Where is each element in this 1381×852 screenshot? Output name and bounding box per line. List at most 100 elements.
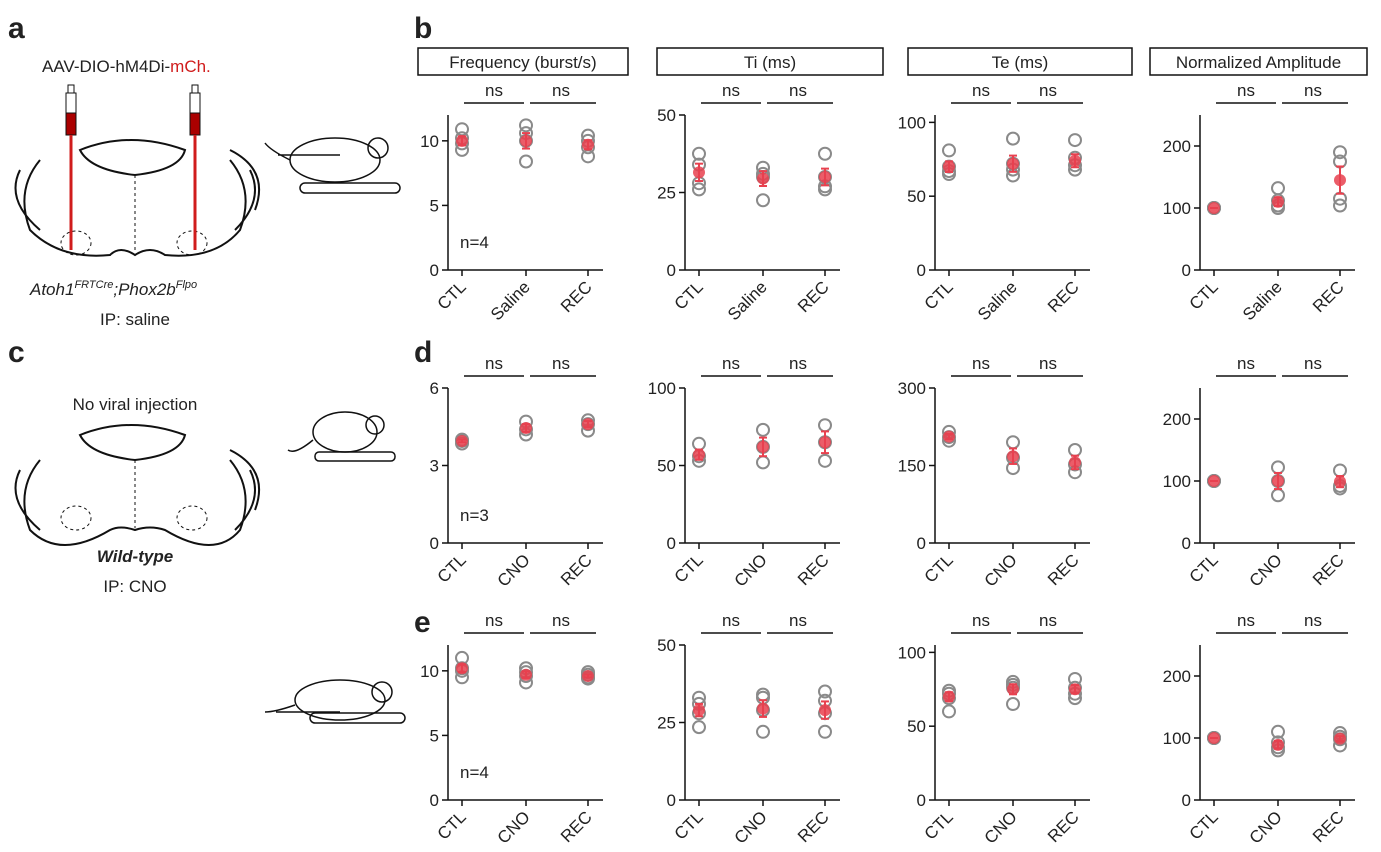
n-label: n=3 (460, 506, 489, 525)
y-tick-label: 5 (430, 196, 439, 215)
y-tick-label: 200 (1163, 137, 1191, 156)
x-tick-label: CTL (434, 550, 470, 586)
data-point (1272, 489, 1284, 501)
mean-point (582, 139, 594, 151)
mean-point (456, 435, 468, 447)
mean-point (693, 704, 705, 716)
y-tick-label: 6 (430, 379, 439, 398)
data-point (693, 721, 705, 733)
page: {"figure": { "panel_labels": ["a", "b", … (0, 0, 1381, 852)
data-point (1069, 444, 1081, 456)
mean-point (1272, 475, 1284, 487)
x-tick-label: Saline (487, 277, 534, 324)
panel-label: d (414, 336, 432, 369)
y-tick-label: 150 (898, 457, 926, 476)
significance-label: ns (485, 611, 503, 630)
y-tick-label: 0 (430, 534, 439, 553)
data-point (819, 148, 831, 160)
mean-point (582, 670, 594, 682)
x-tick-label: REC (1044, 550, 1083, 589)
significance-label: ns (1039, 81, 1057, 100)
y-tick-label: 0 (430, 261, 439, 280)
ip-label: IP: CNO (103, 577, 166, 596)
x-tick-label: CNO (494, 550, 534, 590)
x-tick-label: CTL (1186, 807, 1222, 843)
significance-label: ns (485, 354, 503, 373)
mean-point (1069, 155, 1081, 167)
data-point (1007, 436, 1019, 448)
data-point (1069, 134, 1081, 146)
virus-label: AAV-DIO-hM4Di-mCh. (42, 57, 211, 76)
significance-label: ns (552, 81, 570, 100)
y-tick-label: 0 (667, 534, 676, 553)
significance-label: ns (1304, 354, 1322, 373)
y-tick-label: 50 (657, 636, 676, 655)
x-tick-label: CTL (671, 277, 707, 313)
x-tick-label: CNO (731, 807, 771, 847)
y-tick-label: 200 (1163, 667, 1191, 686)
data-point (1007, 698, 1019, 710)
data-point (757, 424, 769, 436)
virus: AAV-DIO-hM4Di- (42, 57, 170, 76)
mean-point (1007, 450, 1019, 462)
mean-point (520, 422, 532, 434)
x-tick-label: CNO (981, 550, 1021, 590)
y-tick-label: 0 (1182, 261, 1191, 280)
ip-label: IP: saline (100, 310, 170, 329)
mean-point (1069, 456, 1081, 468)
mean-point (456, 135, 468, 147)
data-point (819, 419, 831, 431)
mean-point (582, 418, 594, 430)
x-tick-label: CTL (671, 550, 707, 586)
x-tick-label: REC (1044, 277, 1083, 316)
genotype: Atoh1FRTCre;Phox2bFlpo (29, 279, 197, 299)
data-point (819, 726, 831, 738)
significance-label: ns (722, 611, 740, 630)
y-tick-label: 10 (420, 132, 439, 151)
mean-point (520, 135, 532, 147)
y-tick-label: 0 (917, 534, 926, 553)
chart-title: Te (ms) (992, 53, 1049, 72)
x-tick-label: CTL (1186, 277, 1222, 313)
y-tick-label: 50 (657, 457, 676, 476)
data-point (693, 438, 705, 450)
x-tick-label: CTL (434, 277, 470, 313)
chart-title: Ti (ms) (744, 53, 796, 72)
x-tick-label: CTL (921, 807, 957, 843)
x-tick-label: CNO (731, 550, 771, 590)
x-tick-label: REC (1309, 277, 1348, 316)
data-point (757, 726, 769, 738)
x-tick-label: REC (557, 550, 596, 589)
mean-point (943, 691, 955, 703)
y-tick-label: 0 (667, 791, 676, 810)
y-tick-label: 50 (907, 187, 926, 206)
mean-point (1208, 732, 1220, 744)
y-tick-label: 10 (420, 662, 439, 681)
significance-label: ns (1237, 354, 1255, 373)
reporter: mCh. (170, 57, 211, 76)
significance-label: ns (789, 354, 807, 373)
panel-label: c (8, 336, 25, 369)
x-tick-label: CTL (1186, 550, 1222, 586)
data-point (819, 455, 831, 467)
x-tick-label: CNO (1246, 550, 1286, 590)
mean-point (757, 441, 769, 453)
y-tick-label: 200 (1163, 410, 1191, 429)
n-label: n=4 (460, 763, 489, 782)
mouse-icon (288, 412, 395, 461)
gene: Atoh1 (29, 280, 74, 299)
mouse-icon (265, 680, 405, 723)
data-point (1272, 182, 1284, 194)
allele: Flpo (176, 279, 197, 291)
panel-label: e (414, 606, 431, 639)
mean-point (1272, 739, 1284, 751)
significance-label: ns (485, 81, 503, 100)
x-tick-label: REC (794, 807, 833, 846)
mean-point (1272, 196, 1284, 208)
allele: FRTCre (74, 279, 113, 291)
mean-point (1007, 158, 1019, 170)
data-point (757, 456, 769, 468)
significance-label: ns (789, 611, 807, 630)
gene: ;Phox2b (113, 280, 175, 299)
mean-point (520, 669, 532, 681)
